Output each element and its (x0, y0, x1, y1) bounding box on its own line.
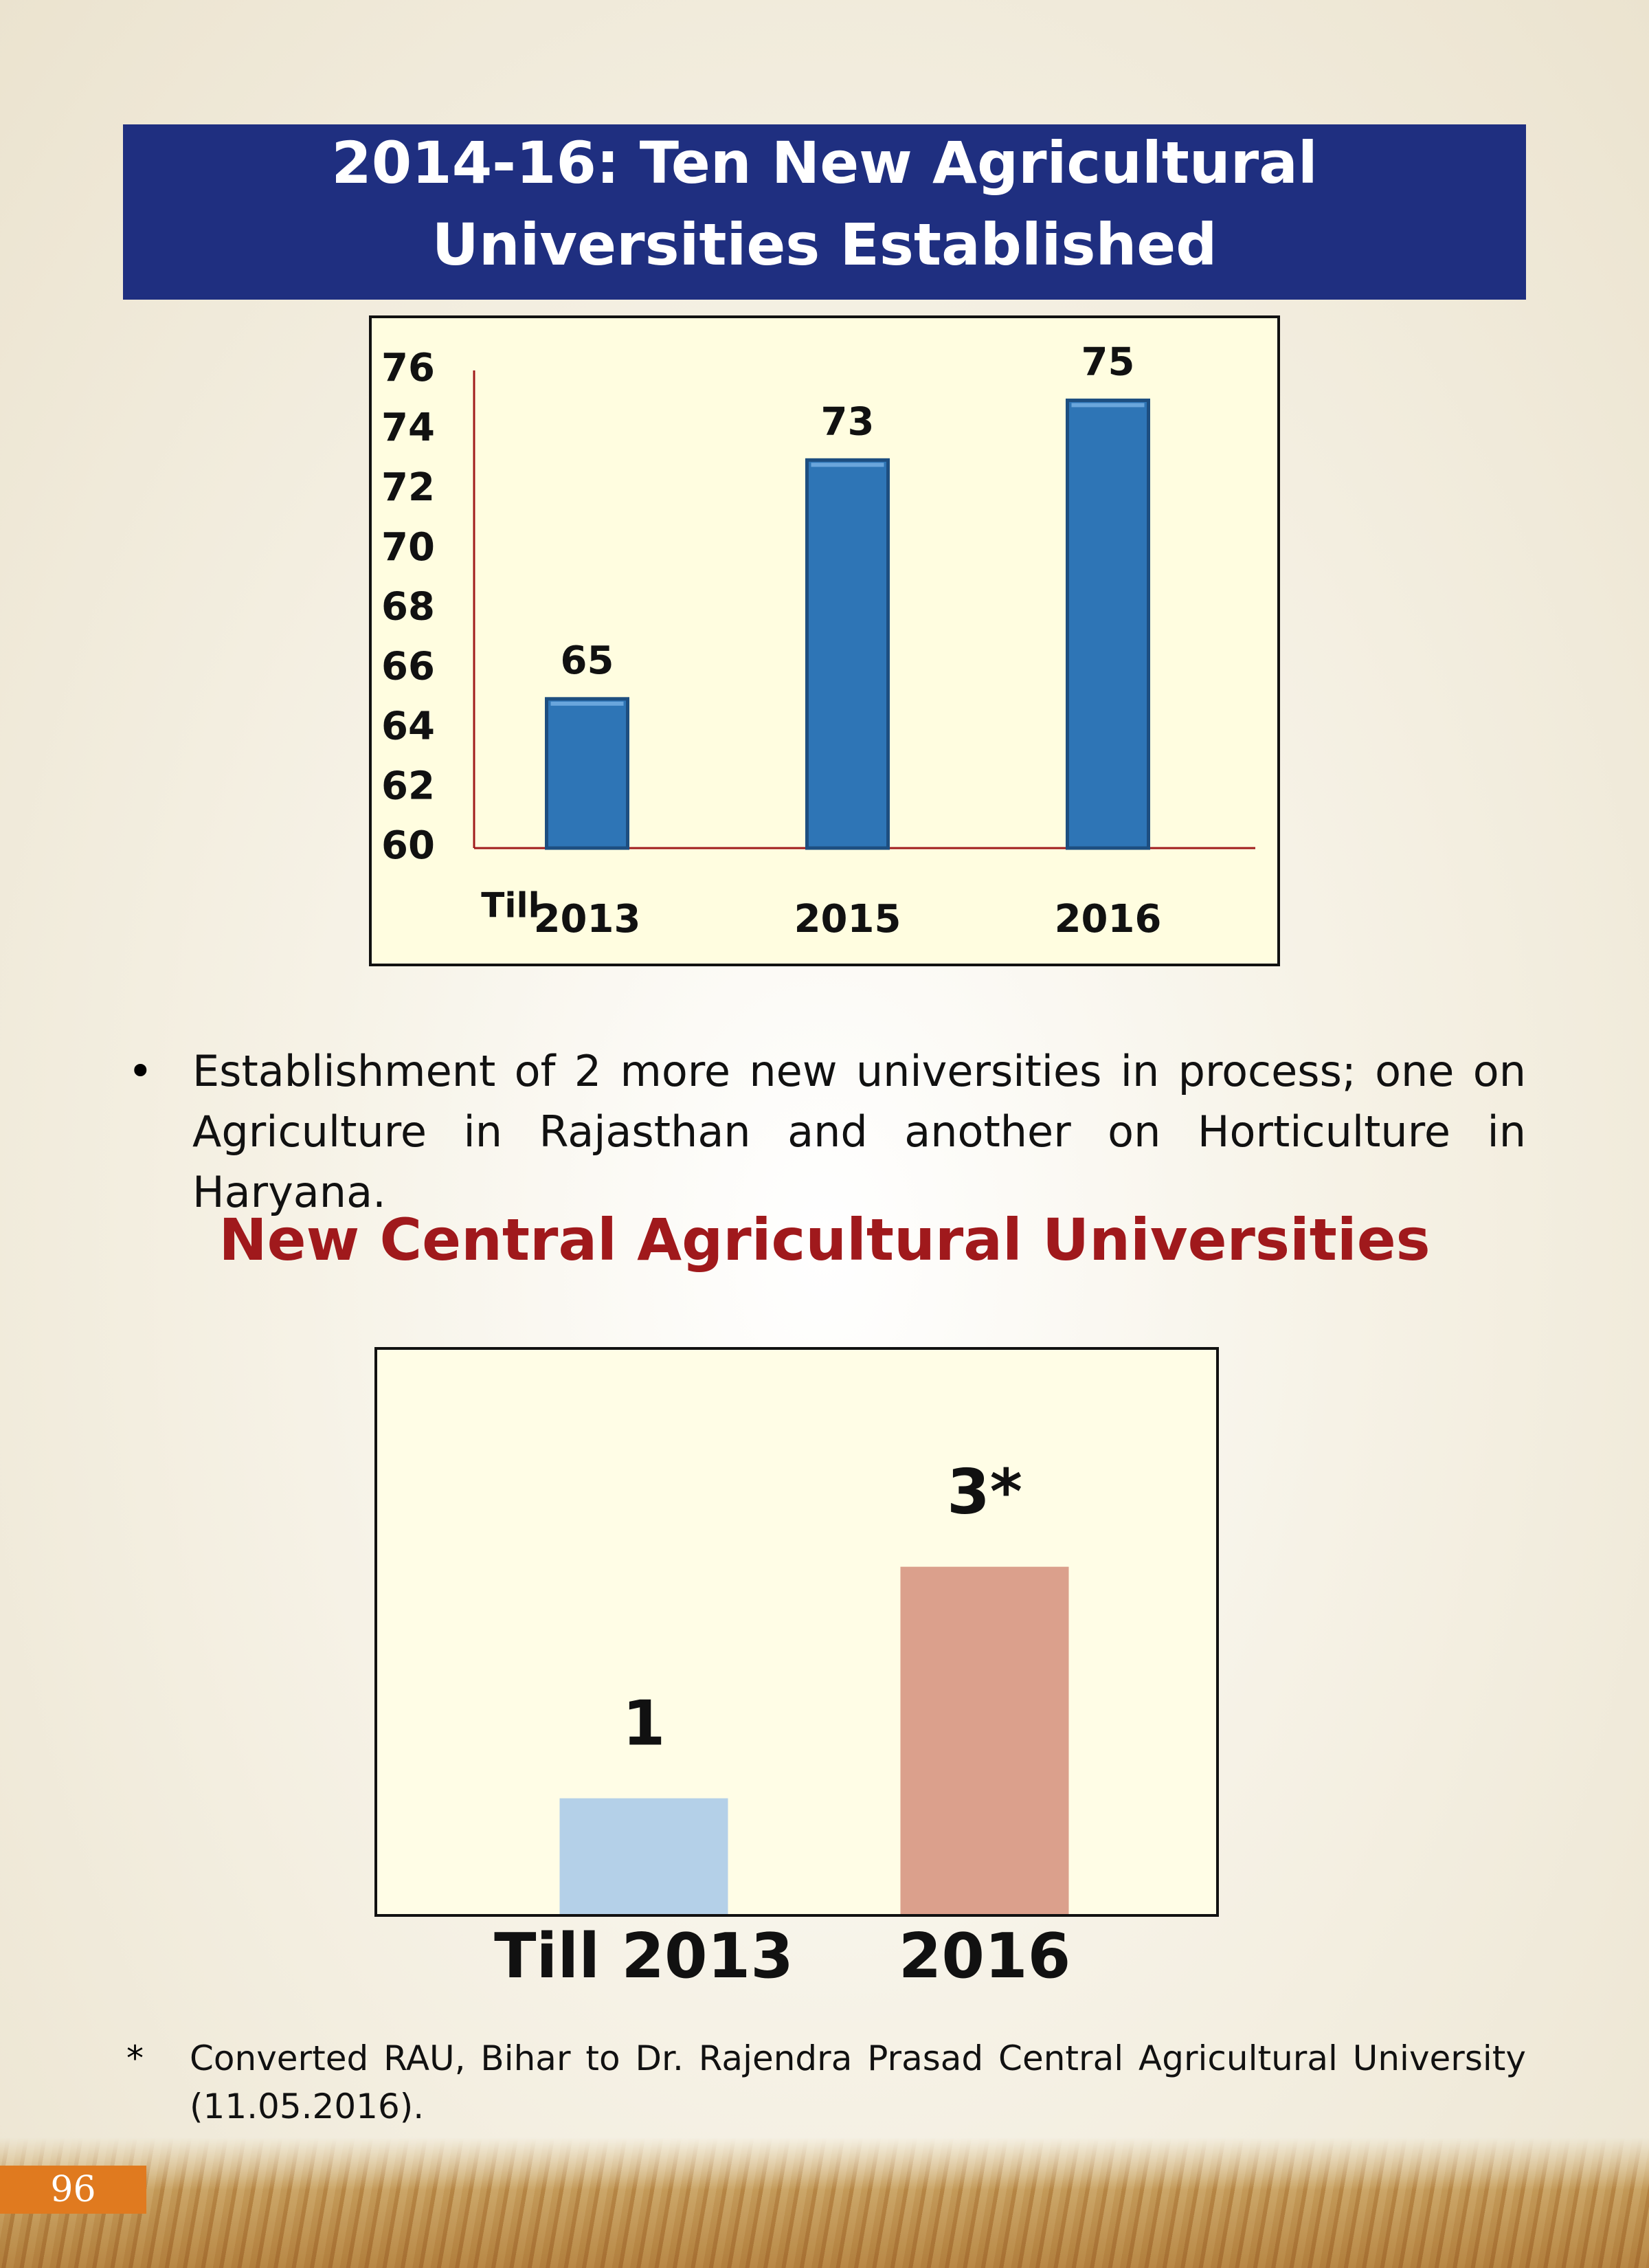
data-label: 65 (561, 638, 614, 683)
x-tick-prefix: Till (481, 886, 540, 926)
bar (559, 1798, 728, 1914)
bar-highlight (1071, 403, 1145, 408)
bar (900, 1566, 1069, 1914)
y-tick-label: 64 (381, 704, 435, 748)
header-title: Universities Established (432, 211, 1218, 278)
section-title: New Central Agricultural Universities (218, 1206, 1431, 1274)
y-tick-label: 68 (381, 585, 435, 630)
page-number: 96 (0, 2166, 146, 2214)
data-label: 73 (821, 399, 875, 444)
y-tick-label: 76 (381, 346, 435, 390)
bar (1066, 398, 1150, 850)
x-tick-label: 2015 (794, 897, 901, 942)
footnote: Converted RAU, Bihar to Dr. Rajendra Pra… (190, 2038, 1526, 2126)
data-label: 1 (622, 1687, 666, 1759)
bar (545, 697, 629, 850)
y-tick-label: 70 (381, 525, 435, 570)
y-tick-label: 60 (381, 823, 435, 868)
data-label: 3* (947, 1456, 1022, 1528)
chart-frame (374, 1347, 1219, 1917)
header-title: 2014-16: Ten New Agricultural (331, 129, 1317, 197)
x-tick-label: 2016 (1055, 897, 1162, 942)
header-box (123, 124, 1526, 300)
bullet-marker: • (128, 1046, 153, 1096)
bar (805, 458, 890, 850)
x-tick-label: 2016 (899, 1920, 1071, 1992)
x-tick-label: 2013 (534, 897, 641, 942)
y-tick-label: 72 (381, 465, 435, 510)
bar-highlight (550, 701, 624, 706)
footnote-marker: * (126, 2038, 144, 2078)
y-tick-label: 66 (381, 645, 435, 689)
y-tick-label: 62 (381, 764, 435, 808)
y-tick-label: 74 (381, 405, 435, 450)
x-tick-label: Till 2013 (494, 1920, 794, 1992)
bullet-text: Establishment of 2 more new universities… (192, 1046, 1526, 1217)
wheat-background (0, 2137, 1649, 2268)
data-label: 75 (1081, 340, 1135, 385)
bar-highlight (811, 463, 884, 467)
